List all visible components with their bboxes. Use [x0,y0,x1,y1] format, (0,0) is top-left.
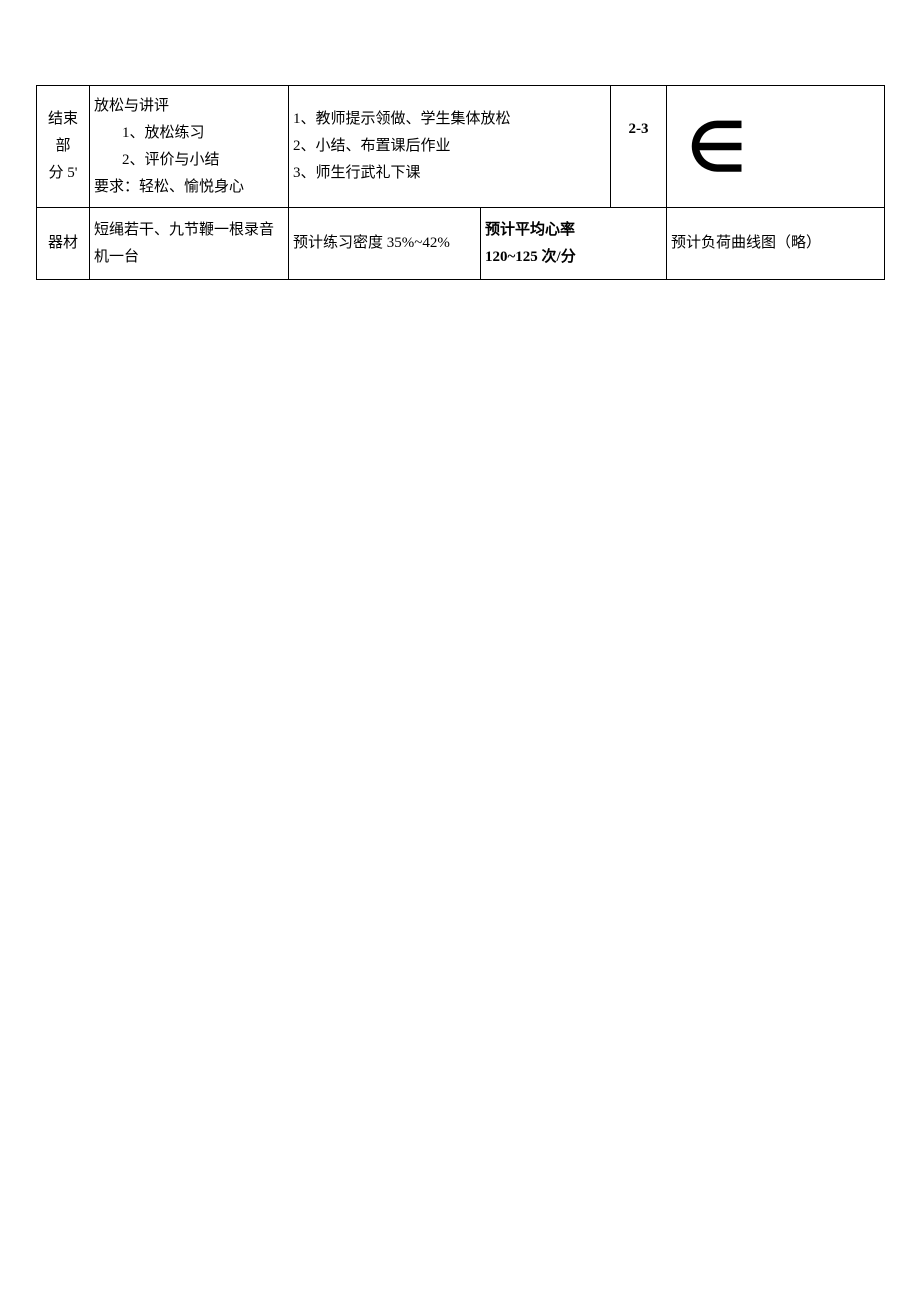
duration-value: 2-3 [629,121,649,137]
method-line2: 2、小结、布置课后作业 [293,133,606,160]
section-label-cell: 结束部 分 5' [37,86,90,208]
chart-note-cell: 预计负荷曲线图（略） [667,208,885,280]
chart-note: 预计负荷曲线图（略） [671,235,821,251]
equipment-list: 短绳若干、九节鞭一根录音机一台 [94,222,274,265]
heartrate-cell: 预计平均心率 120~125 次/分 [481,208,667,280]
method-line1: 1、教师提示领做、学生集体放松 [293,106,606,133]
content-line3: 2、评价与小结 [94,147,284,174]
element-of-icon: ∈ [687,109,746,185]
lesson-plan-table: 结束部 分 5' 放松与讲评 1、放松练习 2、评价与小结 要求：轻松、愉悦身心… [36,85,885,280]
table-row: 器材 短绳若干、九节鞭一根录音机一台 预计练习密度 35%~42% 预计平均心率… [37,208,885,280]
method-cell: 1、教师提示领做、学生集体放松 2、小结、布置课后作业 3、师生行武礼下课 [289,86,611,208]
section-label-line1: 结束部 [41,106,85,160]
section-label-line2: 分 5' [41,160,85,187]
heartrate-line2: 120~125 次/分 [485,244,662,271]
equipment-list-cell: 短绳若干、九节鞭一根录音机一台 [90,208,289,280]
content-line1: 放松与讲评 [94,93,284,120]
method-line3: 3、师生行武礼下课 [293,160,606,187]
symbol-cell: ∈ [667,86,885,208]
content-line2: 1、放松练习 [94,120,284,147]
table-row: 结束部 分 5' 放松与讲评 1、放松练习 2、评价与小结 要求：轻松、愉悦身心… [37,86,885,208]
duration-cell: 2-3 [611,86,667,208]
content-line4: 要求：轻松、愉悦身心 [94,174,284,201]
density-value: 预计练习密度 35%~42% [293,235,450,251]
heartrate-line1: 预计平均心率 [485,217,662,244]
equipment-label: 器材 [48,235,78,251]
density-cell: 预计练习密度 35%~42% [289,208,481,280]
content-cell: 放松与讲评 1、放松练习 2、评价与小结 要求：轻松、愉悦身心 [90,86,289,208]
equipment-label-cell: 器材 [37,208,90,280]
